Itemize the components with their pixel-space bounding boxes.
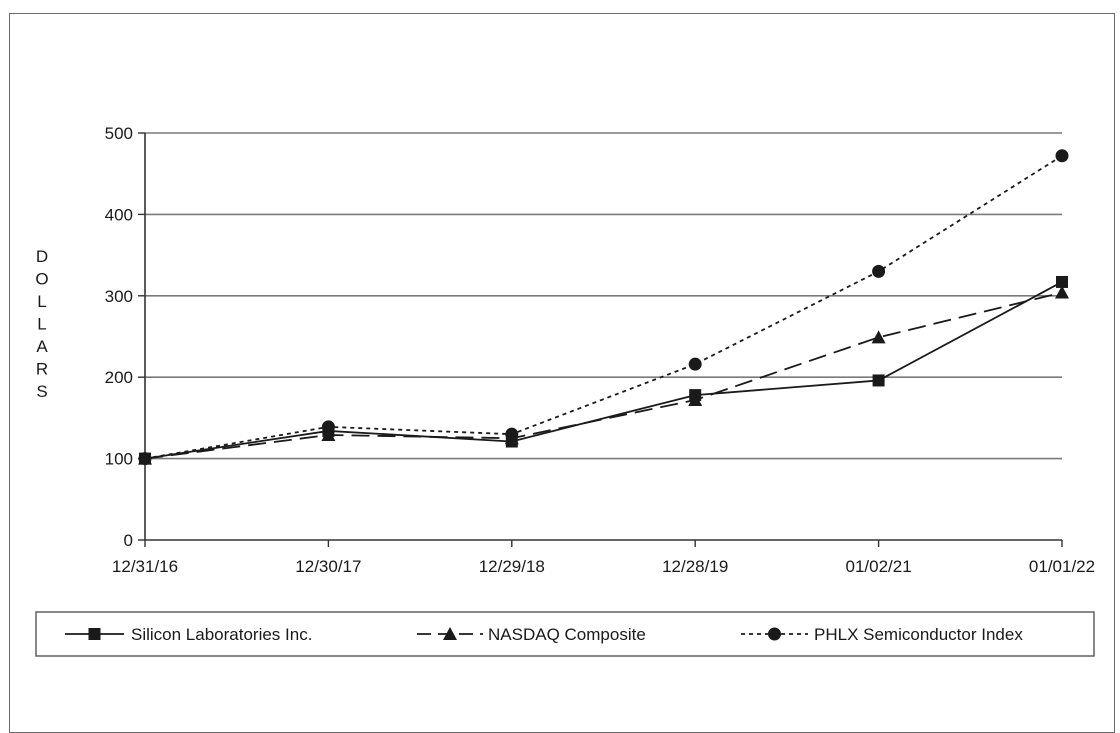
x-tick-label: 12/29/18 [479,557,545,576]
series-line [144,155,1063,460]
y-axis-label-letter: R [36,360,48,379]
legend-item: NASDAQ Composite [417,625,646,644]
series-line [144,291,1063,460]
y-tick-label: 400 [105,205,133,224]
data-point [322,424,335,437]
data-point [1056,275,1068,288]
x-tick-label: 12/31/16 [112,557,178,576]
y-tick-label: 500 [105,124,133,143]
data-point [872,264,886,278]
y-axis-label-letter: L [37,292,46,311]
x-tick-label: 01/02/21 [846,557,912,576]
data-point [689,389,702,402]
legend-marker [768,627,781,641]
x-tick-label: 12/30/17 [295,557,361,576]
data-point [871,330,886,344]
legend-item: Silicon Laboratories Inc. [65,625,312,644]
data-point [139,452,151,465]
legend-label: Silicon Laboratories Inc. [131,625,312,644]
legend-label: PHLX Semiconductor Index [814,625,1023,644]
y-axis-label-letter: D [36,247,48,266]
data-point [872,374,885,387]
legend-marker [443,627,457,640]
data-point [1055,285,1069,299]
y-tick-label: 200 [105,368,133,387]
data-point [1055,149,1069,163]
y-axis-label-letter: O [35,270,48,289]
y-tick-label: 300 [105,287,133,306]
legend-item: PHLX Semiconductor Index [741,625,1023,644]
legend-box [35,611,1095,657]
y-axis-label-letter: S [36,382,47,401]
y-tick-label: 100 [105,450,133,469]
legend-label: NASDAQ Composite [488,625,646,644]
legend: Silicon Laboratories Inc. NASDAQ Composit… [35,611,1095,657]
legend-marker [88,628,101,640]
y-tick-label: 0 [124,531,133,550]
series-silicon-laboratories-inc- [139,275,1068,465]
data-point [505,435,518,448]
y-axis-label-letter: L [37,315,46,334]
x-tick-label: 01/01/22 [1029,557,1095,576]
gridlines [145,132,1062,460]
x-tick-label: 12/28/19 [662,557,728,576]
series-line [144,281,1063,460]
y-axis-label-letter: A [36,337,48,356]
data-point [688,357,702,371]
